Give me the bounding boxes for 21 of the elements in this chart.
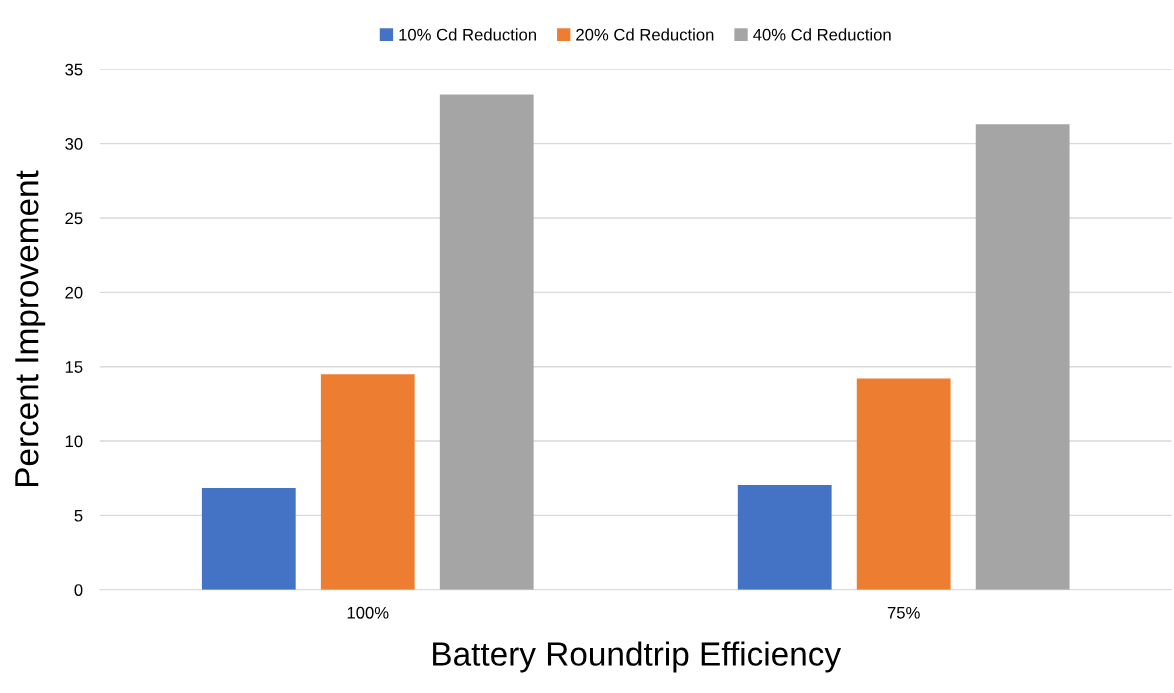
legend-label: 10% Cd Reduction — [399, 28, 536, 41]
y-tick-label: 0 — [74, 584, 83, 596]
bar — [856, 378, 951, 590]
x-axis-title: Battery Roundtrip Efficiency — [433, 641, 842, 673]
x-tick-label: 100% — [347, 606, 389, 619]
legend-label: 40% Cd Reduction — [753, 28, 891, 41]
y-tick-label: 20 — [65, 286, 83, 299]
x-tick-label: 75% — [887, 606, 920, 619]
bar — [320, 374, 415, 590]
y-tick-label: 5 — [74, 509, 83, 522]
bar — [201, 487, 296, 590]
bar — [975, 124, 1070, 590]
y-axis-title: Percent Improvement — [15, 170, 46, 487]
bar — [439, 94, 534, 590]
y-tick-label: 30 — [65, 138, 83, 150]
y-tick-label: 35 — [65, 63, 83, 76]
legend-label: 20% Cd Reduction — [576, 28, 714, 41]
y-tick-label: 15 — [65, 361, 83, 373]
y-tick-label: 10 — [65, 435, 83, 448]
bar — [737, 484, 832, 590]
y-tick-label: 25 — [65, 212, 83, 225]
